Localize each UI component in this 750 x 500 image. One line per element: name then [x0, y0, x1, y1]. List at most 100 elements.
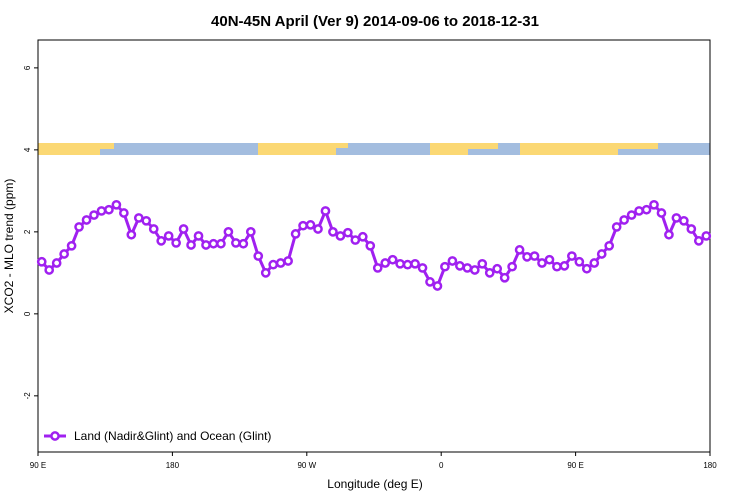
data-point — [701, 231, 712, 241]
data-point — [686, 224, 697, 234]
data-point — [111, 199, 122, 210]
data-point — [320, 206, 331, 216]
data-point — [290, 229, 301, 239]
data-point — [44, 265, 55, 275]
data-point — [328, 227, 338, 237]
data-point — [186, 240, 196, 250]
data-point — [462, 263, 473, 273]
data-point — [298, 220, 308, 231]
data-point — [634, 206, 644, 216]
data-point — [350, 235, 361, 245]
data-point — [469, 265, 480, 275]
data-point — [544, 254, 555, 265]
y-tick-label: -2 — [23, 392, 32, 400]
data-point — [507, 261, 517, 272]
data-point — [656, 208, 667, 218]
x-tick-label: 90 E — [567, 461, 583, 470]
land-strip — [430, 143, 468, 155]
data-point — [238, 238, 249, 249]
data-point — [283, 256, 293, 266]
data-point — [245, 227, 256, 237]
data-point — [171, 238, 181, 248]
data-point — [522, 252, 532, 262]
data-point — [89, 210, 99, 220]
data-point — [574, 256, 585, 267]
data-point — [126, 229, 137, 240]
data-point — [484, 268, 495, 278]
data-point — [492, 263, 503, 274]
data-point — [395, 258, 405, 269]
data-point — [59, 249, 69, 259]
data-point — [649, 199, 659, 210]
data-point — [380, 258, 391, 268]
x-tick-label: 90 E — [30, 461, 46, 470]
data-point — [671, 213, 682, 223]
data-point — [156, 236, 167, 246]
data-point — [425, 277, 435, 287]
legend-marker — [50, 431, 60, 441]
y-tick-label: 0 — [23, 311, 32, 316]
data-point — [148, 224, 159, 234]
land-strip — [38, 143, 100, 155]
data-point — [552, 261, 562, 272]
land-strip — [468, 143, 498, 149]
x-tick-label: 180 — [703, 461, 717, 470]
data-point — [432, 281, 443, 291]
data-point — [596, 249, 607, 259]
data-point — [260, 268, 271, 278]
data-point — [193, 231, 204, 241]
land-strip — [520, 143, 618, 155]
land-strip — [258, 143, 336, 155]
data-point — [402, 259, 413, 270]
data-point — [499, 272, 510, 283]
data-point — [410, 258, 420, 269]
data-point — [641, 204, 652, 215]
data-point — [537, 258, 547, 268]
data-point — [693, 236, 704, 246]
data-point — [81, 215, 92, 225]
data-point — [611, 222, 622, 232]
data-point — [66, 240, 77, 251]
chart-title: 40N-45N April (Ver 9) 2014-09-06 to 2018… — [211, 13, 539, 30]
data-point — [141, 215, 152, 226]
data-point — [619, 215, 629, 225]
data-point — [447, 256, 458, 266]
data-point — [357, 231, 368, 242]
data-point — [178, 224, 189, 234]
data-point — [201, 240, 211, 250]
data-point — [417, 263, 428, 273]
x-tick-label: 90 W — [297, 461, 316, 470]
land-strip — [618, 143, 658, 149]
legend-label: Land (Nadir&Glint) and Ocean (Glint) — [74, 429, 271, 443]
data-point — [529, 251, 540, 261]
data-point — [74, 222, 84, 232]
data-point — [365, 240, 376, 251]
data-point — [208, 238, 219, 249]
data-point — [268, 259, 279, 270]
data-point — [36, 256, 47, 267]
plot-frame — [37, 39, 711, 453]
y-axis-label: XCO2 - MLO trend (ppm) — [2, 179, 16, 314]
land-strip — [336, 143, 348, 148]
y-tick-label: 2 — [23, 229, 32, 234]
data-point — [231, 238, 241, 248]
x-tick-label: 0 — [439, 461, 444, 470]
data-point — [604, 240, 615, 251]
data-point — [313, 224, 323, 234]
data-point — [455, 261, 465, 271]
land-ocean-strip — [38, 143, 710, 155]
y-tick-label: 4 — [23, 147, 32, 152]
data-point — [440, 261, 450, 272]
data-point — [514, 245, 525, 255]
data-point — [216, 238, 226, 249]
land-strip — [100, 143, 114, 149]
data-point — [253, 251, 264, 261]
data-point — [679, 215, 689, 226]
data-point — [559, 261, 570, 271]
data-point — [275, 258, 286, 268]
y-tick-label: 6 — [23, 65, 32, 70]
data-point — [387, 254, 398, 265]
data-point — [589, 258, 600, 268]
data-point — [372, 263, 383, 273]
